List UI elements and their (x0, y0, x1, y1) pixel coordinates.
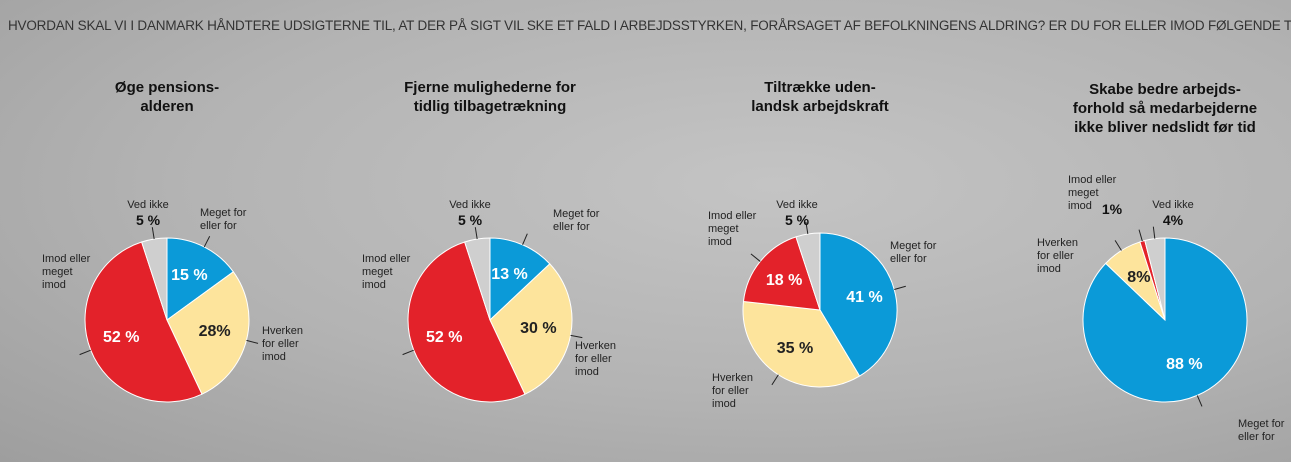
value-label: 52 % (426, 329, 462, 347)
leader-line (403, 350, 414, 354)
value-label: 5 % (136, 212, 160, 228)
category-label: Hverken for eller imod (712, 372, 753, 411)
category-label: Imod eller meget imod (362, 253, 410, 292)
leader-line (1153, 227, 1154, 239)
leader-line (246, 340, 258, 343)
value-label: 52 % (103, 329, 139, 347)
category-label: Ved ikke (776, 199, 818, 212)
infographic: HVORDAN SKAL VI I DANMARK HÅNDTERE UDSIG… (0, 0, 1291, 462)
leader-line (523, 234, 528, 245)
category-label: Hverken for eller imod (262, 325, 303, 364)
pie-canvas (0, 0, 1291, 462)
category-label: Meget for eller for (553, 208, 599, 234)
chart-title: Tiltrække uden- landsk arbejdskraft (690, 78, 950, 116)
leader-line (772, 375, 778, 385)
category-label: Ved ikke (127, 199, 169, 212)
leader-line (751, 254, 760, 262)
value-label: 13 % (491, 266, 527, 284)
leader-line (571, 335, 583, 337)
page-title: HVORDAN SKAL VI I DANMARK HÅNDTERE UDSIG… (8, 18, 1291, 33)
chart-title: Skabe bedre arbejds- forhold så medarbej… (1035, 80, 1291, 137)
value-label: 30 % (520, 320, 556, 338)
chart-title: Fjerne mulighederne for tidlig tilbagetr… (360, 78, 620, 116)
chart-title: Øge pensions- alderen (37, 78, 297, 116)
leader-line (1115, 240, 1121, 250)
leader-line (80, 350, 91, 354)
leader-line (475, 227, 477, 239)
category-label: Hverken for eller imod (575, 340, 616, 379)
category-label: Hverken for eller imod (1037, 237, 1078, 276)
category-label: Meget for eller for (890, 240, 936, 266)
category-label: Imod eller meget imod (708, 210, 756, 249)
value-label: 28% (199, 323, 231, 341)
category-label: Ved ikke (1152, 199, 1194, 212)
value-label: 4% (1163, 212, 1183, 228)
value-label: 15 % (171, 267, 207, 285)
value-label: 5 % (785, 212, 809, 228)
value-label: 35 % (777, 340, 813, 358)
value-label: 41 % (846, 289, 882, 307)
category-label: Imod eller meget imod (42, 253, 90, 292)
category-label: Ved ikke (449, 199, 491, 212)
leader-line (894, 286, 906, 289)
category-label: Meget for eller for (200, 207, 246, 233)
leader-line (204, 236, 209, 247)
leader-line (152, 227, 154, 239)
value-label: 5 % (458, 212, 482, 228)
value-label: 88 % (1166, 356, 1202, 374)
value-label: 18 % (766, 272, 802, 290)
category-label: Meget for eller for (1238, 418, 1284, 444)
leader-line (1139, 230, 1142, 242)
value-label: 8% (1127, 269, 1150, 287)
value-label: 1% (1102, 201, 1122, 217)
leader-line (1197, 395, 1202, 406)
